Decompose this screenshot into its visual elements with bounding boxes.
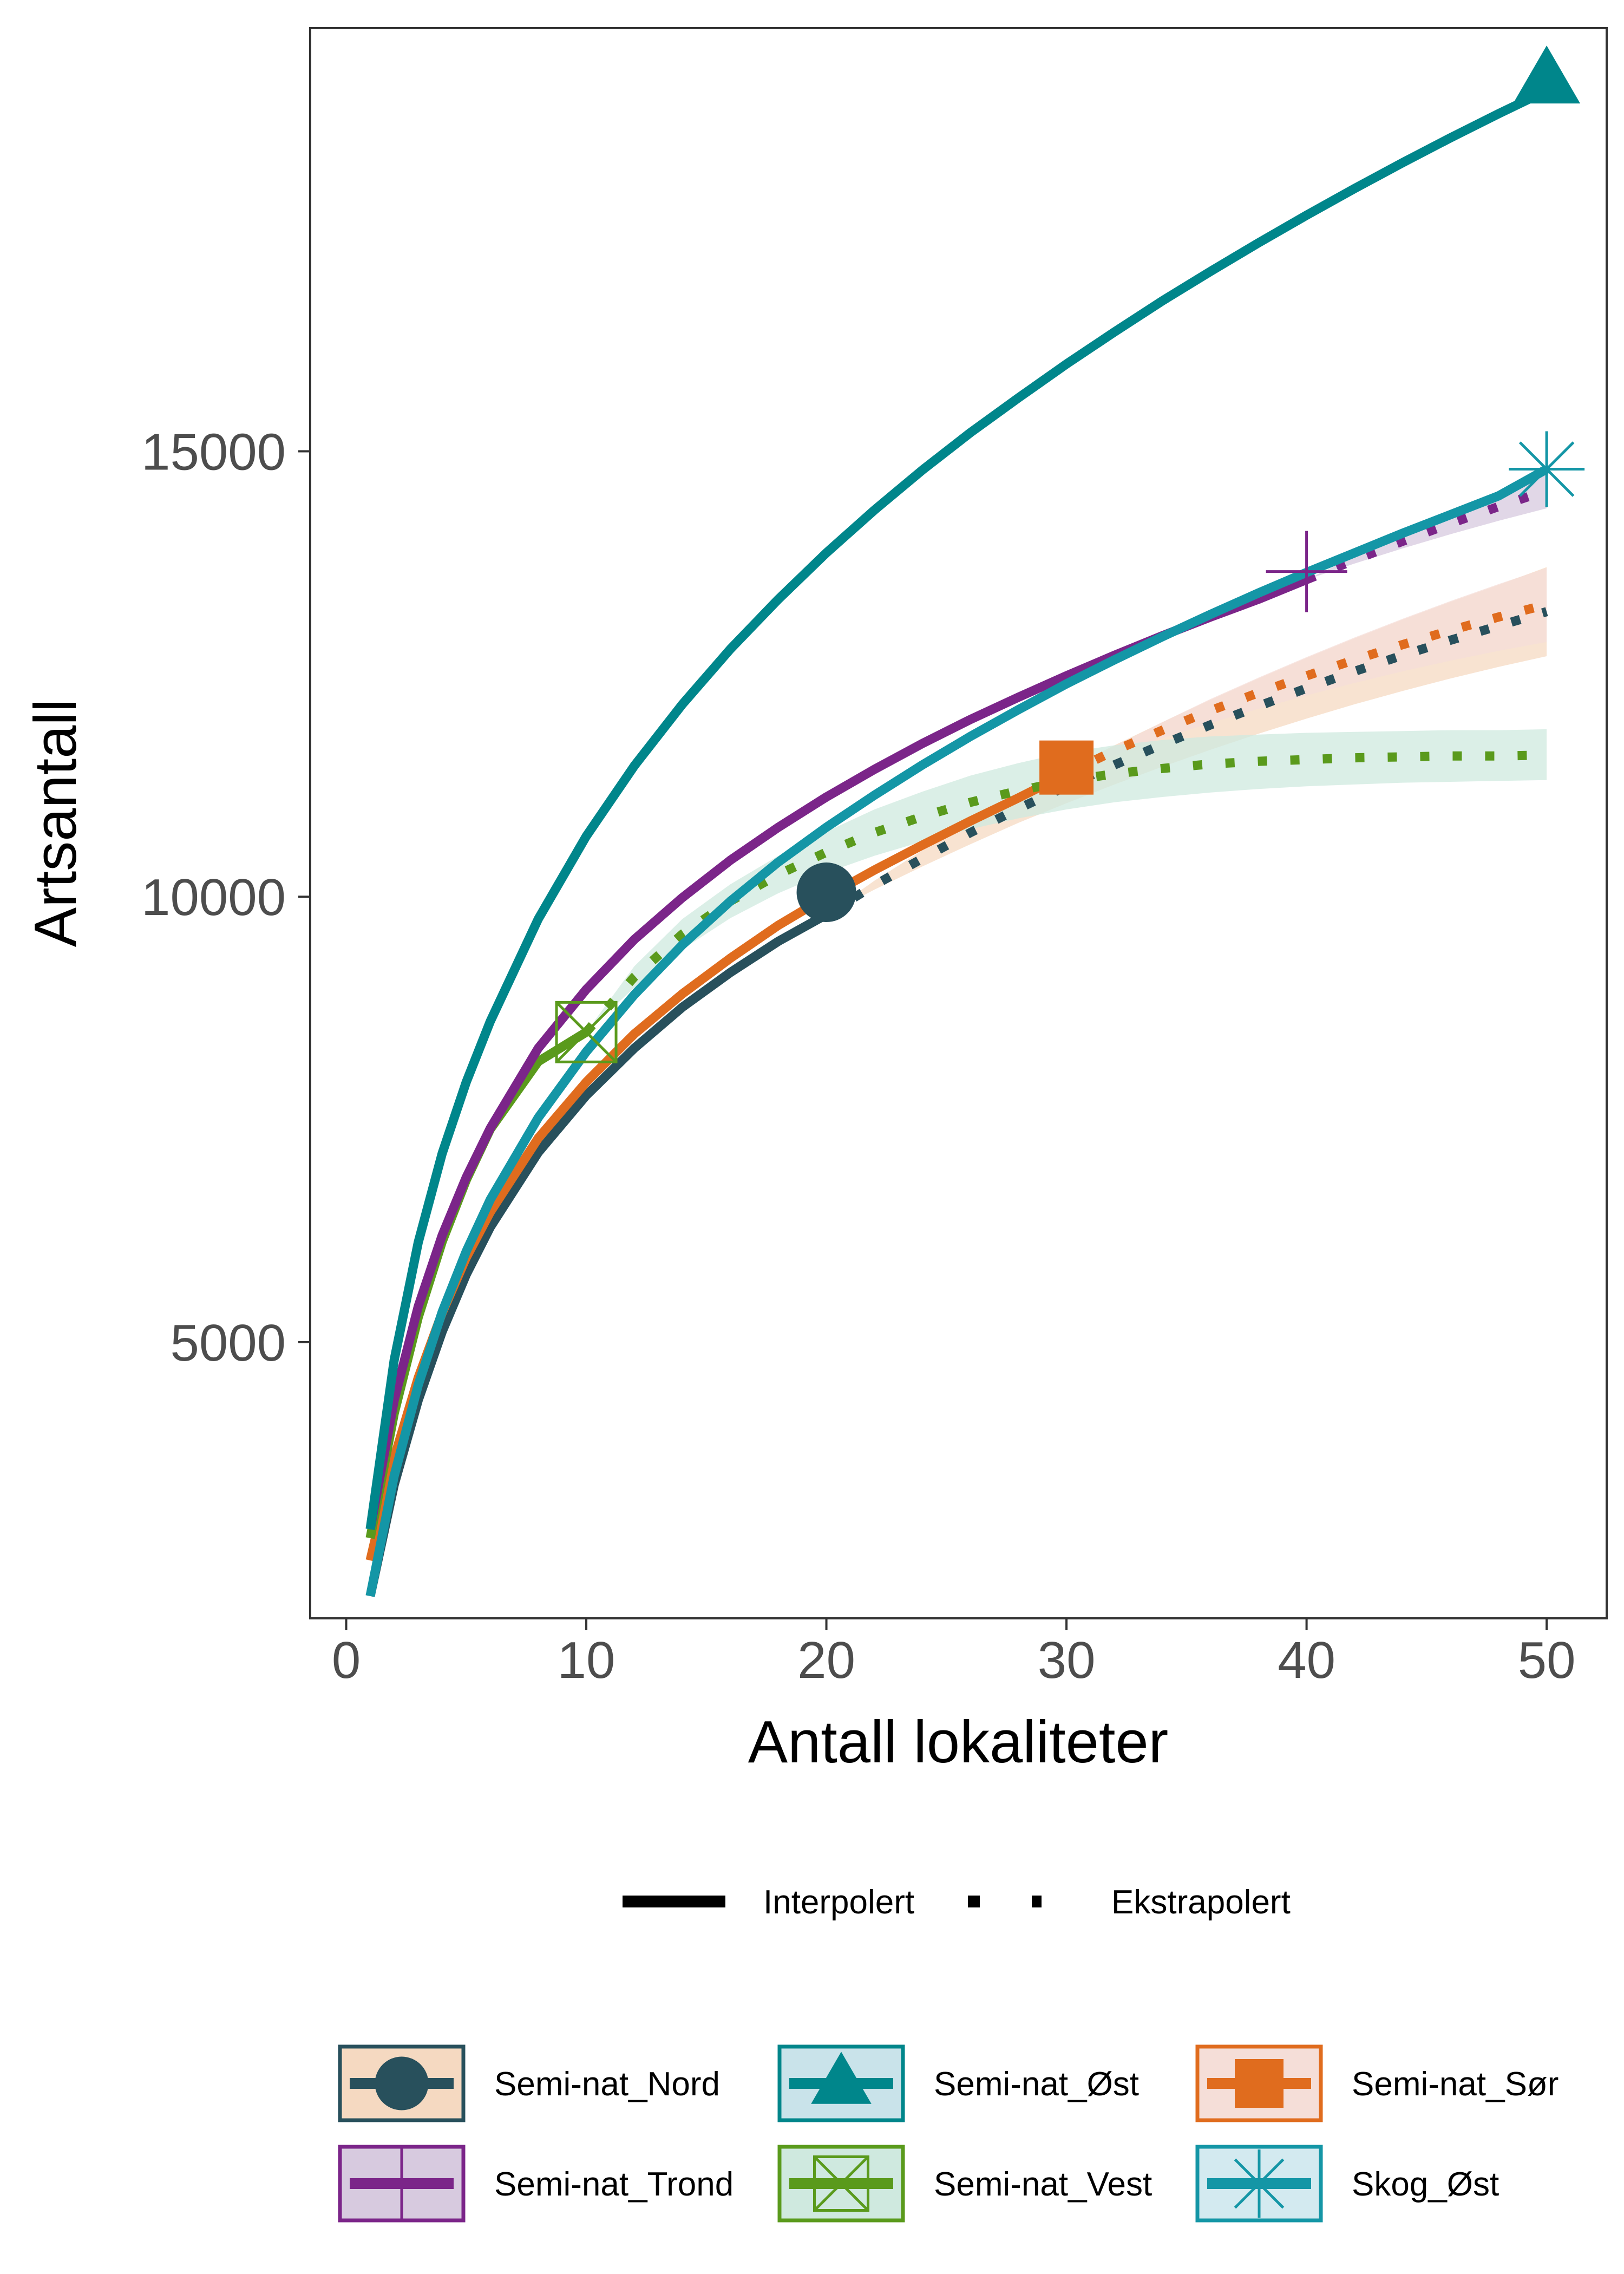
marker-semi-nat-nord (796, 862, 856, 923)
legend-item-semi-nat-vest: Semi-nat_Vest (777, 2145, 1152, 2223)
legend-item-semi-nat-nord: Semi-nat_Nord (338, 2044, 720, 2122)
marker-skog-ost (1509, 431, 1585, 507)
legend-label: Semi-nat_Nord (494, 2066, 720, 2103)
y-tick-label: 15000 (141, 423, 286, 481)
x-tick-label: 40 (1278, 1631, 1335, 1689)
legend-label-ekstrapolert: Ekstrapolert (1111, 1884, 1291, 1921)
legend-label: Skog_Øst (1352, 2166, 1499, 2203)
legend-item-semi-nat-trond: Semi-nat_Trond (338, 2145, 734, 2223)
x-tick-label: 30 (1038, 1631, 1096, 1689)
line-interpolated-skog-ost (365, 465, 1549, 1597)
x-axis: 0 10 20 30 40 50 (332, 1618, 1576, 1689)
observed-markers (555, 45, 1585, 1063)
legend-label-interpolert: Interpolert (763, 1884, 914, 1921)
x-tick-label: 50 (1518, 1631, 1576, 1689)
legend-item-semi-nat-sor: Semi-nat_Sør (1195, 2044, 1558, 2122)
x-tick-label: 0 (332, 1631, 361, 1689)
legend-label: Semi-nat_Vest (934, 2166, 1152, 2203)
legend-key-marker-semi-nat-trond (365, 2147, 438, 2220)
marker-semi-nat-ost (1513, 45, 1581, 104)
series-lines (365, 86, 1549, 1597)
line-interpolated-semi-nat-ost (365, 86, 1549, 1530)
legend-item-skog-ost: Skog_Øst (1195, 2145, 1499, 2223)
marker-semi-nat-trond (1266, 531, 1347, 612)
x-tick-label: 20 (797, 1631, 855, 1689)
legend-label: Semi-nat_Øst (934, 2066, 1139, 2103)
legend-label: Semi-nat_Trond (494, 2166, 734, 2203)
x-axis-title: Antall lokaliteter (748, 1709, 1169, 1775)
line-extrapolated-semi-nat-nord (824, 607, 1548, 919)
legend-key-marker-semi-nat-vest (813, 2155, 869, 2212)
y-tick-label: 5000 (170, 1314, 286, 1372)
marker-semi-nat-sor (1039, 740, 1094, 795)
legend-key-marker-semi-nat-sor (1235, 2059, 1284, 2108)
legend-label: Semi-nat_Sør (1352, 2066, 1558, 2103)
marker-semi-nat-vest (555, 1001, 618, 1063)
legend-item-semi-nat-ost: Semi-nat_Øst (777, 2044, 1139, 2122)
series-legend: Semi-nat_Nord Semi-nat_Øst Semi-nat_Sør Sem… (338, 2044, 1558, 2223)
y-axis: 5000 10000 15000 (141, 423, 310, 1372)
y-tick-label: 10000 (141, 868, 286, 926)
legend-key-marker-semi-nat-nord (375, 2056, 429, 2110)
x-tick-label: 10 (558, 1631, 615, 1689)
plot-panel-border (309, 27, 1608, 1619)
line-type-legend: Interpolert Ekstrapolert (623, 1884, 1291, 1921)
line-extrapolated-semi-nat-sor (1064, 600, 1548, 778)
legend-key-marker-semi-nat-ost (811, 2051, 872, 2104)
legend-key-marker-skog-ost (1225, 2149, 1293, 2218)
y-axis-title: Artsantall (22, 699, 89, 948)
